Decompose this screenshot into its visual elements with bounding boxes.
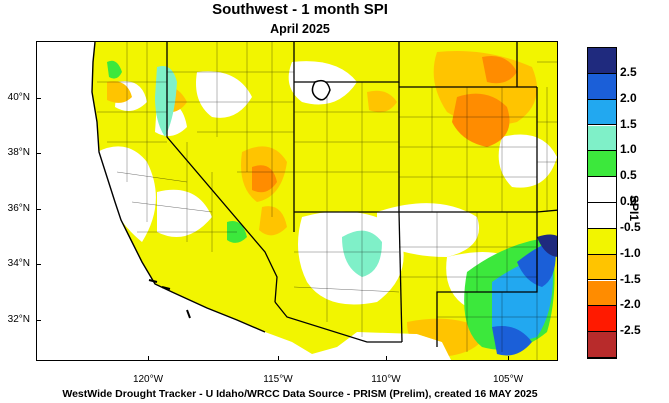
legend-swatch <box>588 332 616 358</box>
lon-label-110: 110°W <box>371 374 401 385</box>
lat-tick <box>36 98 41 99</box>
legend-label: -1.5 <box>620 271 641 286</box>
legend-label: -2.0 <box>620 297 641 312</box>
state-borders <box>166 42 557 347</box>
legend-swatch <box>588 99 616 126</box>
lon-label-105: 105°W <box>492 374 524 385</box>
lat-label-34: 34°N <box>7 258 30 269</box>
legend-swatch <box>588 203 616 229</box>
legend-label: 1.5 <box>620 116 637 131</box>
legend-label: 0.5 <box>620 168 637 183</box>
coastline <box>91 42 266 333</box>
lon-label-120: 120°W <box>132 374 164 385</box>
credits-line: WestWide Drought Tracker - U Idaho/WRCC … <box>62 388 538 400</box>
channel-islands <box>148 279 171 290</box>
legend-colorbar <box>587 47 617 359</box>
lon-tick <box>508 356 509 361</box>
lon-label-115: 115°W <box>263 374 293 385</box>
lat-tick <box>36 264 41 265</box>
map-canvas <box>91 42 557 360</box>
legend-swatch <box>588 228 616 255</box>
legend-label: 0.0 <box>620 194 637 208</box>
legend-swatch <box>588 306 616 333</box>
lat-label-40: 40°N <box>7 92 30 103</box>
legend-label: 2.0 <box>620 90 637 105</box>
lon-tick <box>278 356 279 361</box>
legend-label: -0.5 <box>620 219 641 234</box>
legend-label: -2.5 <box>620 323 641 338</box>
legend-swatch <box>588 177 616 203</box>
lat-tick <box>36 320 41 321</box>
legend-swatch <box>588 254 616 281</box>
legend-swatch <box>588 125 616 152</box>
lon-tick <box>148 356 149 361</box>
legend-label: 2.5 <box>620 64 637 79</box>
legend-swatch <box>588 280 616 307</box>
county-borders <box>97 42 557 360</box>
legend-label: -1.0 <box>620 245 641 260</box>
lon-tick <box>386 356 387 361</box>
legend-title: SPI1 <box>627 195 641 222</box>
lat-label-36: 36°N <box>7 203 30 214</box>
great-salt-lake <box>311 79 331 101</box>
map-panel <box>36 41 558 361</box>
lat-label-38: 38°N <box>7 147 30 158</box>
legend-swatch <box>588 48 616 74</box>
legend-swatch <box>588 151 616 178</box>
figure-title: Southwest - 1 month SPI <box>212 1 388 18</box>
legend-swatch <box>588 73 616 100</box>
lat-tick <box>36 209 41 210</box>
legend-label: 1.0 <box>620 142 637 157</box>
lat-label-32: 32°N <box>7 314 30 325</box>
figure-subtitle: April 2025 <box>270 22 330 36</box>
lat-tick <box>36 153 41 154</box>
